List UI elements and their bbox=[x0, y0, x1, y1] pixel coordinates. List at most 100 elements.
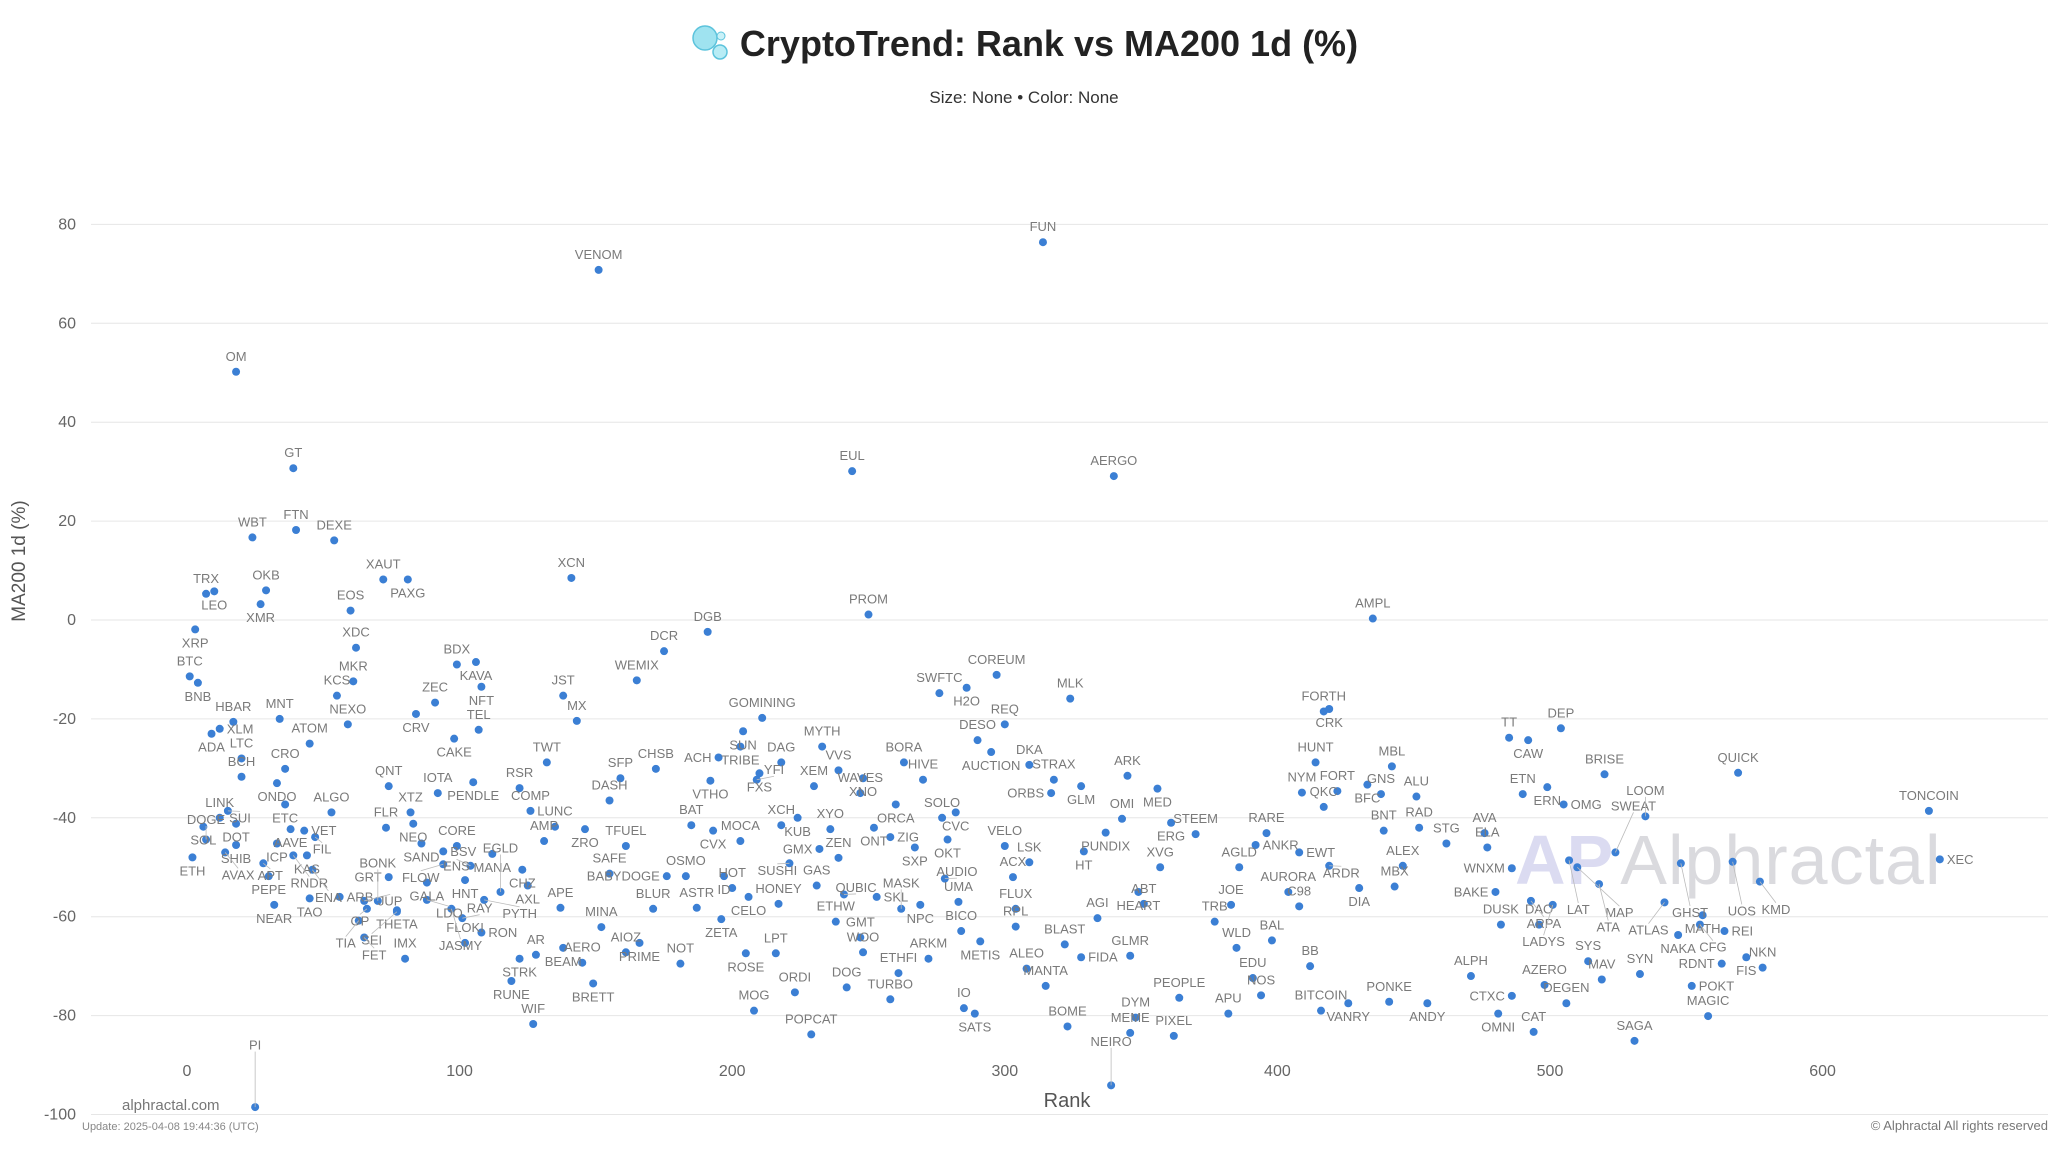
data-point[interactable] bbox=[589, 979, 598, 988]
data-point[interactable] bbox=[1093, 914, 1102, 923]
data-point[interactable] bbox=[1390, 882, 1399, 891]
data-point[interactable] bbox=[281, 764, 290, 773]
data-point[interactable] bbox=[1344, 999, 1353, 1008]
data-point[interactable] bbox=[826, 825, 835, 834]
data-point[interactable] bbox=[758, 713, 767, 722]
data-point[interactable] bbox=[1038, 238, 1047, 247]
data-point[interactable] bbox=[567, 573, 576, 582]
data-point[interactable] bbox=[1559, 800, 1568, 809]
data-point[interactable] bbox=[750, 1006, 759, 1015]
data-point[interactable] bbox=[300, 826, 309, 835]
data-point[interactable] bbox=[777, 758, 786, 767]
data-point[interactable] bbox=[616, 774, 625, 783]
data-point[interactable] bbox=[474, 725, 483, 734]
data-point[interactable] bbox=[605, 869, 614, 878]
data-point[interactable] bbox=[507, 976, 516, 985]
data-point[interactable] bbox=[1325, 705, 1334, 714]
data-point[interactable] bbox=[292, 526, 301, 535]
data-point[interactable] bbox=[886, 833, 895, 842]
data-point[interactable] bbox=[578, 958, 587, 967]
data-point[interactable] bbox=[856, 789, 865, 798]
data-point[interactable] bbox=[381, 823, 390, 832]
data-point[interactable] bbox=[1543, 783, 1552, 792]
data-point[interactable] bbox=[660, 647, 669, 656]
data-point[interactable] bbox=[1376, 790, 1385, 799]
data-point[interactable] bbox=[869, 823, 878, 832]
data-point[interactable] bbox=[1368, 614, 1377, 623]
data-point[interactable] bbox=[580, 825, 589, 834]
data-point[interactable] bbox=[1319, 802, 1328, 811]
data-point[interactable] bbox=[433, 789, 442, 798]
data-point[interactable] bbox=[417, 839, 426, 848]
data-point[interactable] bbox=[1156, 863, 1165, 872]
data-point[interactable] bbox=[237, 754, 246, 763]
data-point[interactable] bbox=[1101, 828, 1110, 837]
data-point[interactable] bbox=[199, 822, 208, 831]
data-point[interactable] bbox=[248, 533, 257, 542]
data-point[interactable] bbox=[556, 903, 565, 912]
data-point[interactable] bbox=[755, 769, 764, 778]
data-point[interactable] bbox=[526, 806, 535, 815]
data-point[interactable] bbox=[1079, 847, 1088, 856]
data-point[interactable] bbox=[1529, 1027, 1538, 1036]
data-point[interactable] bbox=[886, 995, 895, 1004]
data-point[interactable] bbox=[856, 933, 865, 942]
data-point[interactable] bbox=[1126, 1028, 1135, 1037]
data-point[interactable] bbox=[1385, 997, 1394, 1006]
data-point[interactable] bbox=[529, 1020, 538, 1029]
data-point[interactable] bbox=[1483, 843, 1492, 852]
data-point[interactable] bbox=[262, 586, 271, 595]
data-point[interactable] bbox=[807, 1030, 816, 1039]
data-point[interactable] bbox=[777, 821, 786, 830]
data-point[interactable] bbox=[1630, 1036, 1639, 1045]
data-point[interactable] bbox=[741, 949, 750, 958]
data-point[interactable] bbox=[559, 943, 568, 952]
data-point[interactable] bbox=[1491, 887, 1500, 896]
data-point[interactable] bbox=[406, 808, 415, 817]
data-point[interactable] bbox=[1235, 863, 1244, 872]
data-point[interactable] bbox=[1118, 814, 1127, 823]
data-point[interactable] bbox=[992, 670, 1001, 679]
data-point[interactable] bbox=[409, 819, 418, 828]
data-point[interactable] bbox=[848, 467, 857, 476]
data-point[interactable] bbox=[709, 826, 718, 835]
data-point[interactable] bbox=[305, 894, 314, 903]
data-point[interactable] bbox=[962, 683, 971, 692]
data-point[interactable] bbox=[714, 753, 723, 762]
data-point[interactable] bbox=[1507, 864, 1516, 873]
data-point[interactable] bbox=[302, 851, 311, 860]
data-point[interactable] bbox=[281, 800, 290, 809]
data-point[interactable] bbox=[1379, 826, 1388, 835]
data-point[interactable] bbox=[1355, 884, 1364, 893]
data-point[interactable] bbox=[1267, 936, 1276, 945]
data-point[interactable] bbox=[1505, 733, 1514, 742]
data-point[interactable] bbox=[834, 766, 843, 775]
data-point[interactable] bbox=[1480, 829, 1489, 838]
data-point[interactable] bbox=[662, 872, 671, 881]
data-point[interactable] bbox=[1077, 953, 1086, 962]
data-point[interactable] bbox=[1049, 775, 1058, 784]
data-point[interactable] bbox=[910, 843, 919, 852]
data-point[interactable] bbox=[1507, 991, 1516, 1000]
data-point[interactable] bbox=[1257, 991, 1266, 1000]
data-point[interactable] bbox=[744, 892, 753, 901]
data-point[interactable] bbox=[452, 660, 461, 669]
data-point[interactable] bbox=[215, 724, 224, 733]
data-point[interactable] bbox=[1562, 999, 1571, 1008]
data-point[interactable] bbox=[411, 709, 420, 718]
site-link[interactable]: alphractal.com bbox=[122, 1097, 220, 1114]
data-point[interactable] bbox=[987, 748, 996, 757]
data-point[interactable] bbox=[1139, 899, 1148, 908]
data-point[interactable] bbox=[957, 927, 966, 936]
data-point[interactable] bbox=[229, 717, 238, 726]
data-point[interactable] bbox=[1306, 962, 1315, 971]
data-point[interactable] bbox=[1363, 780, 1372, 789]
data-point[interactable] bbox=[488, 849, 497, 858]
data-point[interactable] bbox=[343, 720, 352, 729]
data-point[interactable] bbox=[1412, 792, 1421, 801]
data-point[interactable] bbox=[1333, 787, 1342, 796]
data-point[interactable] bbox=[237, 772, 246, 781]
data-point[interactable] bbox=[651, 764, 660, 773]
data-point[interactable] bbox=[739, 727, 748, 736]
data-point[interactable] bbox=[232, 367, 241, 376]
